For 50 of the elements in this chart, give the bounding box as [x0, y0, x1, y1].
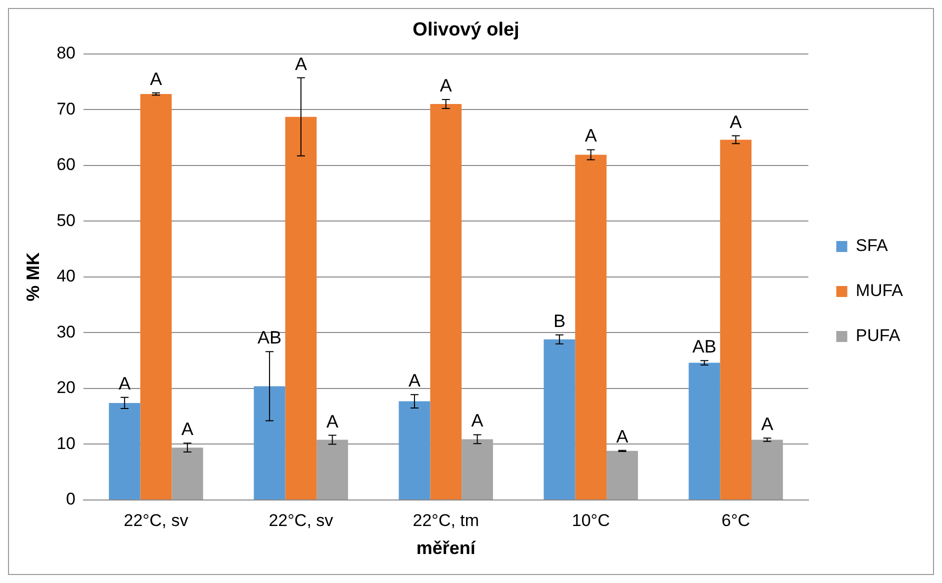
data-label: AB	[258, 328, 282, 348]
data-label: A	[440, 76, 452, 96]
data-label: A	[181, 419, 194, 440]
x-tick-label: 22°C, sv	[268, 510, 334, 530]
data-label: A	[408, 370, 420, 391]
data-label: A	[326, 411, 338, 432]
y-tick-label: 30	[56, 322, 76, 342]
bar	[462, 439, 494, 500]
data-label: A	[730, 112, 742, 132]
y-tick-label: 0	[66, 490, 76, 509]
data-label: A	[761, 414, 774, 434]
data-label: A	[294, 54, 307, 74]
y-tick-label: 80	[56, 43, 76, 62]
y-tick-label: 70	[56, 99, 76, 118]
x-tick-label: 22°C, sv	[124, 510, 189, 530]
x-tick-label: 6°C	[722, 510, 750, 530]
data-label: A	[118, 373, 131, 394]
y-tick-label: 60	[56, 155, 76, 174]
bar	[430, 104, 462, 500]
bar	[254, 386, 286, 500]
bar	[544, 339, 576, 500]
bar	[720, 140, 752, 500]
legend-label: SFA	[856, 236, 889, 256]
data-label: A	[471, 410, 484, 431]
y-tick-label: 40	[56, 266, 76, 286]
bar	[606, 450, 638, 500]
y-axis-title: % MK	[22, 252, 43, 302]
bar	[398, 401, 430, 500]
legend-label: MUFA	[856, 281, 904, 300]
x-tick-label: 22°C, tm	[412, 510, 480, 530]
bar	[140, 94, 172, 500]
y-tick-label: 20	[56, 378, 76, 398]
bar	[688, 362, 720, 500]
x-tick-label: 10°C	[572, 510, 610, 530]
bar	[316, 440, 348, 500]
data-label: B	[553, 310, 566, 331]
bar	[575, 154, 607, 500]
data-label: A	[584, 126, 597, 146]
bar	[752, 440, 783, 500]
data-label: A	[616, 426, 628, 446]
y-tick-label: 10	[56, 434, 76, 453]
bar	[285, 116, 317, 500]
y-tick-label: 50	[56, 210, 76, 230]
data-label: AB	[692, 336, 716, 357]
bar	[108, 402, 140, 500]
data-label: A	[150, 68, 162, 89]
legend-label: PUFA	[856, 326, 901, 346]
x-axis-title: měření	[416, 538, 476, 558]
bar	[172, 448, 204, 500]
chart-title: Olivový olej	[412, 20, 520, 41]
